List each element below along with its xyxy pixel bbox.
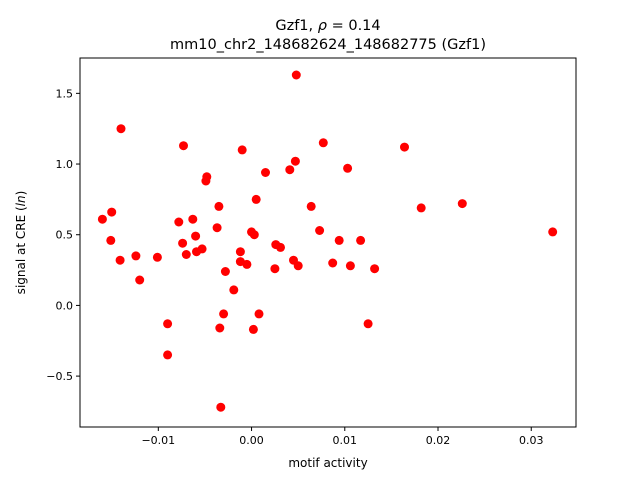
data-point-51 xyxy=(254,309,264,319)
data-point-46 xyxy=(270,264,280,274)
data-point-2 xyxy=(318,138,328,148)
data-point-17 xyxy=(97,214,107,224)
data-point-55 xyxy=(215,323,225,333)
data-point-27 xyxy=(356,235,366,245)
data-point-11 xyxy=(201,176,211,186)
data-point-16 xyxy=(416,203,426,213)
y-axis-ticks: −0.5 0.0 0.5 1.0 1.5 xyxy=(46,87,80,383)
data-point-53 xyxy=(163,319,173,329)
y-axis-label: signal at CRE (ln) xyxy=(14,191,28,295)
data-point-56 xyxy=(248,324,258,334)
data-point-49 xyxy=(135,275,145,285)
data-point-36 xyxy=(181,250,191,259)
data-point-19 xyxy=(174,217,184,227)
data-point-54 xyxy=(363,319,373,329)
data-point-9 xyxy=(261,168,270,177)
x-tick-label-3: 0.02 xyxy=(426,434,451,447)
data-point-4 xyxy=(400,142,409,152)
data-point-39 xyxy=(115,255,125,265)
data-point-24 xyxy=(249,230,259,240)
x-tick-label-0: −0.01 xyxy=(141,434,175,447)
data-point-30 xyxy=(178,238,188,248)
x-tick-label-1: 0.00 xyxy=(239,434,264,447)
data-point-15 xyxy=(214,201,224,211)
data-point-0 xyxy=(291,70,301,80)
data-point-1 xyxy=(116,124,126,134)
y-tick-label-0: −0.5 xyxy=(46,370,73,383)
data-point-6 xyxy=(290,156,300,166)
data-point-25 xyxy=(191,231,201,241)
data-point-34 xyxy=(235,247,245,257)
data-point-3 xyxy=(179,141,188,151)
data-point-21 xyxy=(315,226,325,235)
x-axis-label: motif activity xyxy=(288,456,367,470)
data-point-45 xyxy=(293,261,303,271)
data-point-5 xyxy=(237,145,247,155)
data-point-28 xyxy=(107,207,117,217)
data-point-58 xyxy=(216,402,226,412)
data-point-44 xyxy=(345,261,355,271)
data-point-20 xyxy=(212,223,222,233)
x-axis-ticks: −0.01 0.00 0.01 0.02 0.03 xyxy=(141,427,543,447)
data-point-22 xyxy=(548,227,558,237)
data-point-48 xyxy=(220,267,230,276)
data-point-18 xyxy=(188,214,198,224)
chart-title-line1: Gzf1, ρ = 0.14 xyxy=(275,18,380,34)
plot-frame xyxy=(79,57,577,428)
data-point-47 xyxy=(370,264,380,274)
data-points xyxy=(97,70,558,412)
chart-title-line2: mm10_chr2_148682624_148682775 (Gzf1) xyxy=(170,37,486,53)
data-point-8 xyxy=(285,165,295,175)
data-point-35 xyxy=(192,247,201,257)
data-point-38 xyxy=(152,252,162,262)
data-point-12 xyxy=(251,194,261,204)
data-point-43 xyxy=(242,259,252,269)
data-point-13 xyxy=(457,199,467,209)
y-tick-label-4: 1.5 xyxy=(56,87,74,100)
data-point-7 xyxy=(343,163,353,173)
data-point-52 xyxy=(219,309,229,319)
data-point-50 xyxy=(229,285,239,295)
data-point-37 xyxy=(131,251,141,261)
data-point-14 xyxy=(306,201,316,211)
data-point-57 xyxy=(163,350,173,360)
data-point-29 xyxy=(106,235,116,245)
data-point-42 xyxy=(328,258,338,268)
y-tick-label-3: 1.0 xyxy=(56,158,74,171)
data-point-26 xyxy=(334,235,344,245)
x-tick-label-2: 0.01 xyxy=(333,434,358,447)
y-tick-label-1: 0.0 xyxy=(56,299,74,312)
y-tick-label-2: 0.5 xyxy=(56,229,74,242)
data-point-32 xyxy=(276,242,285,252)
x-tick-label-4: 0.03 xyxy=(519,434,544,447)
